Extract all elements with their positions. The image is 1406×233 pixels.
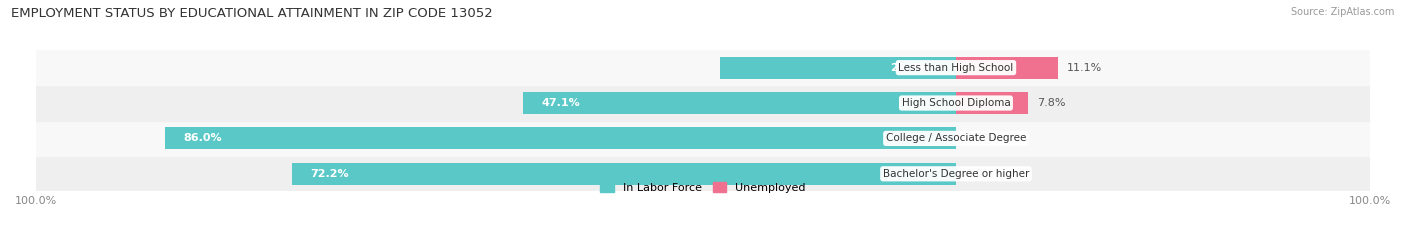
Text: 0.0%: 0.0%: [965, 169, 994, 179]
Text: Source: ZipAtlas.com: Source: ZipAtlas.com: [1291, 7, 1395, 17]
Bar: [720, 57, 956, 79]
Legend: In Labor Force, Unemployed: In Labor Force, Unemployed: [596, 178, 810, 197]
Bar: [37, 156, 1369, 192]
Text: 47.1%: 47.1%: [541, 98, 579, 108]
Text: Less than High School: Less than High School: [898, 63, 1014, 73]
Bar: [956, 92, 1028, 114]
Text: Bachelor's Degree or higher: Bachelor's Degree or higher: [883, 169, 1029, 179]
Bar: [523, 92, 956, 114]
Bar: [956, 57, 1059, 79]
Bar: [37, 85, 1369, 121]
Text: College / Associate Degree: College / Associate Degree: [886, 134, 1026, 144]
Bar: [37, 50, 1369, 85]
Text: 0.0%: 0.0%: [965, 134, 994, 144]
Text: 86.0%: 86.0%: [183, 134, 222, 144]
Text: 72.2%: 72.2%: [311, 169, 349, 179]
Bar: [292, 163, 956, 185]
Bar: [165, 127, 956, 149]
Text: High School Diploma: High School Diploma: [901, 98, 1011, 108]
Text: 11.1%: 11.1%: [1067, 63, 1102, 73]
Text: EMPLOYMENT STATUS BY EDUCATIONAL ATTAINMENT IN ZIP CODE 13052: EMPLOYMENT STATUS BY EDUCATIONAL ATTAINM…: [11, 7, 494, 20]
Text: 25.7%: 25.7%: [890, 63, 928, 73]
Text: 7.8%: 7.8%: [1036, 98, 1066, 108]
Bar: [37, 121, 1369, 156]
